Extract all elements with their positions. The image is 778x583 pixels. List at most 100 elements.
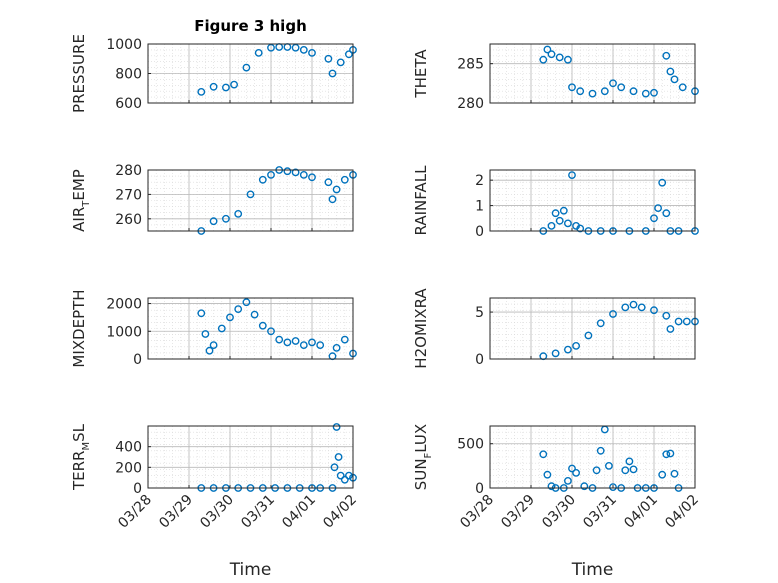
data-point [584,331,593,340]
x-tick-label: 04/02 [320,492,360,532]
data-point [678,83,687,92]
data-point [539,450,548,459]
data-point [596,319,605,328]
data-point [275,335,284,344]
data-point [308,338,316,347]
data-point [564,55,572,64]
data-point [580,482,589,491]
x-tick-label: 04/01 [621,492,661,532]
axes-box [489,297,696,360]
data-point [654,204,662,213]
data-point [588,89,597,98]
data-point [344,50,353,59]
data-point [291,168,300,177]
data-point [650,306,658,315]
data-point [226,313,234,322]
axes-box [147,297,354,360]
data-point [246,190,255,199]
data-point [641,89,650,98]
subplot-4: 0 1 2 RAINFALL [412,165,699,240]
data-point [662,51,671,60]
data-point [217,324,226,333]
chart-title: Figure 3 high [194,17,307,35]
y-axis-label: SUNFLUX [412,424,434,490]
data-point [551,209,560,218]
y-tick-label: 200 [115,460,142,476]
data-point [267,327,275,336]
data-point [666,325,675,333]
y-tick-label: 0 [133,352,142,368]
y-tick-label: 800 [115,67,142,83]
y-tick-label: 0 [475,224,484,240]
data-point [609,79,617,88]
data-point [336,471,345,480]
data-point [324,178,333,187]
x-tick-label: 03/30 [197,492,237,532]
y-tick-label: 500 [457,437,484,453]
data-point [621,303,630,312]
y-axis-label: TERRMSL [70,423,92,491]
data-point [547,221,556,230]
y-axis-label: MIXDEPTH [70,289,88,367]
data-point [344,471,353,480]
data-point [629,87,638,96]
data-point [258,175,267,184]
data-point [197,88,206,96]
data-point [629,465,638,474]
x-tick-label: 03/31 [238,492,278,532]
data-point [242,298,251,307]
y-axis-label: PRESSURE [70,34,88,113]
data-point [551,349,560,358]
y-tick-label: 280 [457,96,484,112]
subplot-7: 0 200 400 03/28 03/29 03/30 03/31 04/01 04/02 TER… [70,423,360,580]
data-point [662,450,671,459]
subplot-1: 600 800 1000 PRESSURE Figure 3 high [70,17,357,113]
data-point [336,58,345,67]
x-axis-label: Time [229,560,272,580]
axes-box [489,169,696,232]
x-tick-label: 03/28 [115,492,155,532]
data-point [564,345,572,354]
y-tick-label: 1 [475,199,484,215]
data-point [670,469,679,478]
y-tick-label: 1000 [106,37,142,53]
data-point [283,167,292,176]
data-point [670,75,679,84]
x-tick-label: 04/01 [279,492,319,532]
x-tick-label: 03/30 [539,492,579,532]
data-point [340,475,349,484]
y-tick-label: 2 [475,173,484,189]
y-tick-label: 285 [457,57,484,73]
data-point [637,303,646,312]
y-tick-label: 0 [475,352,484,368]
x-axis-label: Time [571,560,614,580]
subplot-8: 0 500 03/28 03/29 03/30 03/31 04/01 04/02 SUNFLU… [412,424,702,580]
data-point [328,69,337,78]
data-point [662,311,671,320]
data-point [209,82,218,91]
data-point [234,209,243,218]
data-point [299,170,308,179]
data-point [609,483,617,491]
subplot-5: 0 1000 2000 MIXDEPTH [70,289,357,368]
data-point [596,446,605,455]
data-point [543,45,552,54]
data-point [308,173,316,182]
data-point [340,175,349,184]
data-point [324,54,333,63]
data-point [609,310,617,318]
data-point [658,470,667,479]
data-point [568,171,576,180]
data-point [299,341,308,349]
data-point [234,305,243,313]
data-point [230,80,239,89]
x-tick-label: 03/28 [457,492,497,532]
data-point [658,178,667,187]
data-point [666,449,675,458]
subplot-3: 260 270 280 AIRTEMP [70,163,357,235]
y-tick-label: 0 [475,481,484,497]
data-point [308,49,316,57]
data-point [539,55,548,64]
x-tick-label: 04/02 [662,492,702,532]
